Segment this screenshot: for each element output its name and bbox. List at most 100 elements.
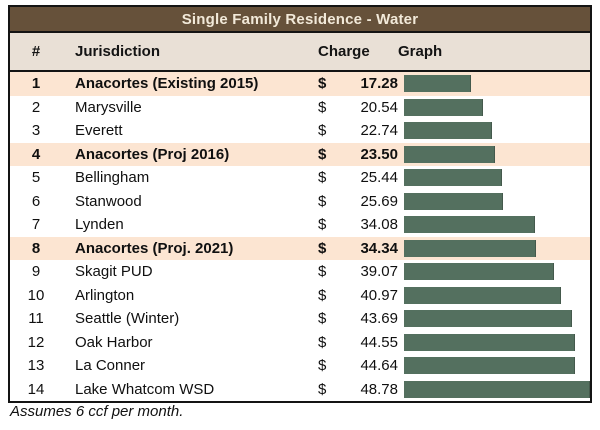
row-rank: 4: [31, 145, 41, 163]
table-row: 7 Lynden $ 34.08: [10, 213, 590, 237]
row-charge: 20.54: [360, 98, 398, 116]
row-currency-symbol: $: [318, 333, 327, 351]
row-graph-cell: [404, 237, 590, 261]
table-title-bar: Single Family Residence - Water: [10, 7, 590, 33]
column-header-jurisdiction: Jurisdiction: [75, 43, 161, 60]
row-jurisdiction: Bellingham: [75, 169, 150, 187]
row-graph-cell: [404, 166, 590, 190]
row-graph-cell: [404, 143, 590, 167]
row-rank: 8: [31, 239, 41, 257]
column-header-graph: Graph: [398, 43, 443, 60]
row-currency-symbol: $: [318, 192, 327, 210]
charge-bar: [404, 380, 590, 398]
table-row: 1 Anacortes (Existing 2015) $ 17.28: [10, 72, 590, 96]
row-graph-cell: [404, 213, 590, 237]
row-jurisdiction: Lynden: [75, 216, 124, 234]
charge-bar: [404, 145, 495, 163]
row-currency-symbol: $: [318, 357, 327, 375]
charge-bar: [404, 169, 502, 187]
table-row: 14 Lake Whatcom WSD $ 48.78: [10, 377, 590, 402]
table-row: 5 Bellingham $ 25.44: [10, 166, 590, 190]
row-jurisdiction: Arlington: [75, 286, 135, 304]
row-charge: 22.74: [360, 122, 398, 140]
row-rank: 7: [31, 216, 41, 234]
charge-bar: [404, 357, 576, 375]
table-row: 3 Everett $ 22.74: [10, 119, 590, 143]
row-jurisdiction: Marysville: [75, 98, 142, 116]
charge-bar: [404, 98, 484, 116]
table-row: 4 Anacortes (Proj 2016) $ 23.50: [10, 142, 590, 167]
charge-bar: [404, 286, 562, 304]
row-rank: 2: [31, 98, 41, 116]
footnote: Assumes 6 ccf per month.: [10, 403, 184, 420]
row-charge: 44.55: [360, 333, 398, 351]
row-currency-symbol: $: [318, 98, 327, 116]
row-currency-symbol: $: [318, 216, 327, 234]
row-jurisdiction: Skagit PUD: [75, 263, 153, 281]
row-charge: 17.28: [360, 75, 398, 93]
charge-bar: [404, 122, 492, 140]
row-graph-cell: [404, 119, 590, 143]
row-graph-cell: [404, 96, 590, 120]
row-jurisdiction: Seattle (Winter): [75, 310, 180, 328]
rate-comparison-table: Single Family Residence - Water # Jurisd…: [8, 5, 592, 403]
row-currency-symbol: $: [318, 75, 327, 93]
row-charge: 25.69: [360, 192, 398, 210]
charge-bar: [404, 333, 575, 351]
row-graph-cell: [404, 284, 590, 308]
row-rank: 11: [28, 310, 44, 328]
row-currency-symbol: $: [318, 263, 327, 281]
column-header-charge: Charge: [318, 43, 370, 60]
charge-bar: [404, 239, 536, 257]
row-charge: 48.78: [360, 380, 398, 398]
row-graph-cell: [404, 260, 590, 284]
row-jurisdiction: Anacortes (Existing 2015): [75, 75, 259, 93]
row-charge: 44.64: [360, 357, 398, 375]
row-charge: 23.50: [360, 145, 398, 163]
row-jurisdiction: Anacortes (Proj 2016): [75, 145, 230, 163]
row-rank: 3: [31, 122, 41, 140]
row-currency-symbol: $: [318, 310, 327, 328]
row-charge: 40.97: [360, 286, 398, 304]
row-graph-cell: [404, 307, 590, 331]
row-rank: 1: [31, 75, 41, 93]
table-row: 6 Stanwood $ 25.69: [10, 189, 590, 214]
row-currency-symbol: $: [318, 239, 327, 257]
row-jurisdiction: Everett: [75, 122, 123, 140]
row-graph-cell: [404, 72, 590, 96]
row-currency-symbol: $: [318, 286, 327, 304]
row-jurisdiction: Stanwood: [75, 192, 142, 210]
table-body: 1 Anacortes (Existing 2015) $ 17.28 2 Ma…: [10, 72, 590, 401]
charge-bar: [404, 263, 554, 281]
row-jurisdiction: Oak Harbor: [75, 333, 153, 351]
table-row: 2 Marysville $ 20.54: [10, 95, 590, 120]
row-rank: 9: [31, 263, 41, 281]
row-jurisdiction: Anacortes (Proj. 2021): [75, 239, 234, 257]
table-row: 8 Anacortes (Proj. 2021) $ 34.34: [10, 236, 590, 261]
row-jurisdiction: La Conner: [75, 357, 146, 375]
charge-bar: [404, 310, 572, 328]
table-header-row: # Jurisdiction Charge Graph: [10, 33, 590, 72]
charge-bar: [404, 216, 535, 234]
row-charge: 34.08: [360, 216, 398, 234]
row-currency-symbol: $: [318, 145, 327, 163]
row-graph-cell: [404, 190, 590, 214]
row-charge: 25.44: [360, 169, 398, 187]
row-rank: 6: [31, 192, 41, 210]
row-rank: 10: [27, 286, 45, 304]
row-charge: 34.34: [360, 239, 398, 257]
row-rank: 5: [31, 169, 41, 187]
row-currency-symbol: $: [318, 169, 327, 187]
charge-bar: [404, 75, 471, 93]
row-currency-symbol: $: [318, 122, 327, 140]
row-graph-cell: [404, 331, 590, 355]
row-graph-cell: [404, 378, 590, 402]
row-rank: 12: [27, 333, 45, 351]
table-title: Single Family Residence - Water: [181, 10, 419, 28]
row-graph-cell: [404, 354, 590, 378]
charge-bar: [404, 192, 503, 210]
table-row: 11 Seattle (Winter) $ 43.69: [10, 307, 590, 331]
row-rank: 13: [27, 357, 45, 375]
row-currency-symbol: $: [318, 380, 327, 398]
table-row: 12 Oak Harbor $ 44.55: [10, 330, 590, 355]
